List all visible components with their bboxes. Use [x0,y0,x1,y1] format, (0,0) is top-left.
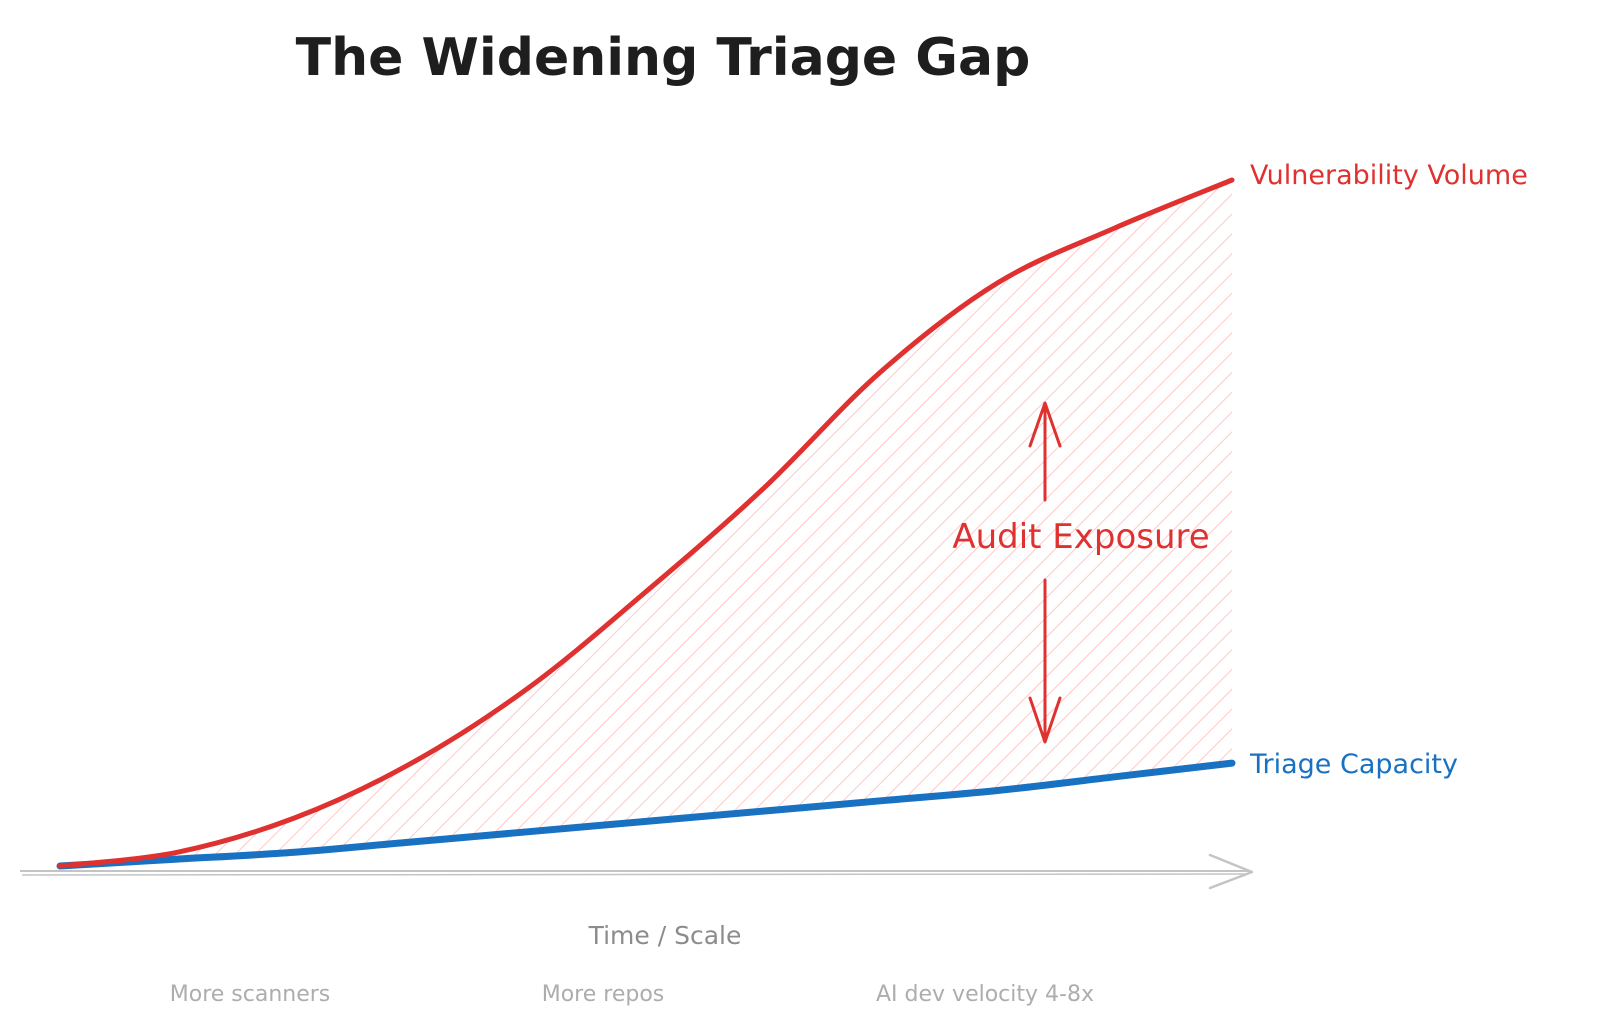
chart-title: The Widening Triage Gap [296,28,1031,88]
series-label-triage-capacity: Triage Capacity [1249,749,1458,780]
x-axis-arrowhead [1208,853,1254,890]
series-line-triage-capacity [56,759,1236,870]
annotation-label: Audit Exposure [952,517,1209,557]
x-tick-label: More repos [542,982,665,1007]
audit-exposure-area [60,180,1232,866]
arrow-up-icon [1028,401,1062,502]
x-tick-label: More scanners [170,982,331,1007]
series-line-vulnerability-volume [57,177,1235,869]
x-axis-label: Time / Scale [588,921,742,950]
arrow-down-icon [1028,578,1062,744]
x-axis [20,853,1254,890]
series-label-vulnerability-volume: Vulnerability Volume [1250,160,1528,191]
x-tick-label: AI dev velocity 4-8x [876,982,1094,1007]
x-axis-line-sketch [21,873,1249,876]
audit-exposure-arrow [1028,401,1062,744]
